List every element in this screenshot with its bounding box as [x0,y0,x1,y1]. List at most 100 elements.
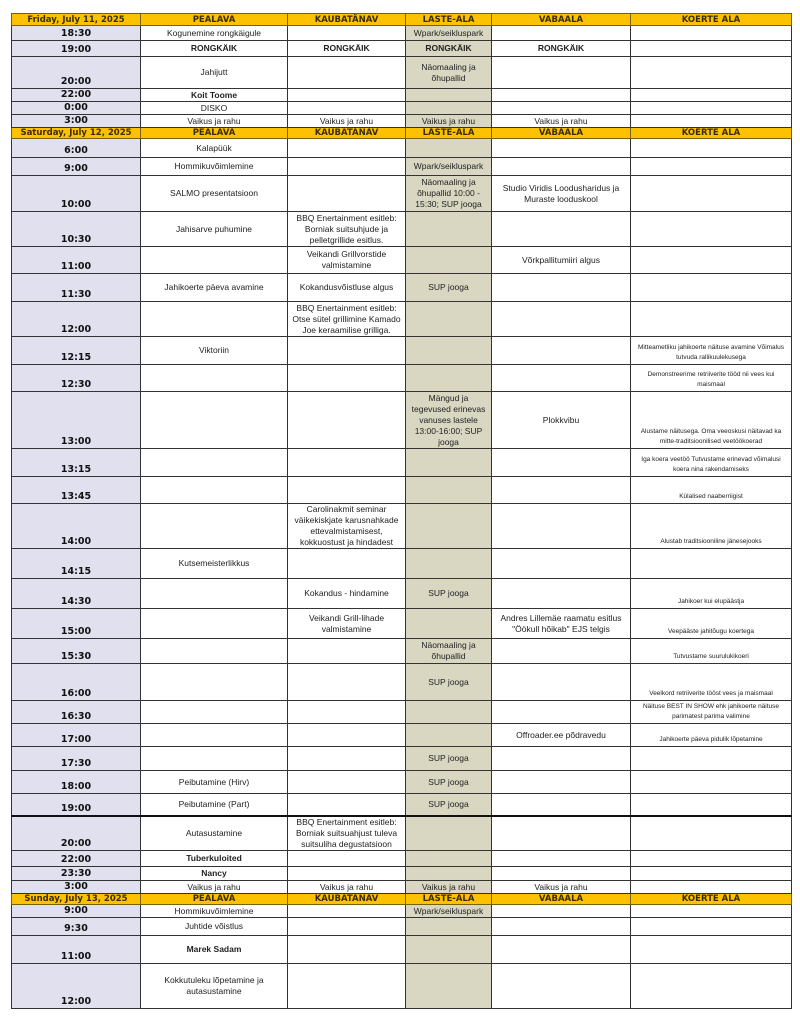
event-cell-koerte-ala [630,211,792,247]
event-cell-pealava [140,246,288,274]
event-cell-kaubat-nav [287,700,406,724]
event-cell-laste-ala: SUP jooga [405,578,492,609]
day-date: Sunday, July 13, 2025 [11,893,141,905]
event-cell-kaubat-nav [287,935,406,964]
event-cell-kaubat-nav: Vaikus ja rahu [287,880,406,894]
event-cell-vabaala [491,503,631,549]
time-cell: 11:30 [11,273,141,302]
time-cell: 9:00 [11,157,141,176]
event-cell-vabaala [491,814,631,851]
event-cell-vabaala [491,866,631,881]
event-cell-vabaala [491,578,631,609]
event-cell-vabaala [491,904,631,918]
column-header-kaubat-nav: KAUBATÄNAV [287,127,406,139]
time-cell: 16:30 [11,700,141,724]
time-cell: 17:30 [11,746,141,771]
event-cell-koerte-ala: Jahikoer kui elupäästja [630,578,792,609]
time-cell: 11:00 [11,935,141,964]
event-cell-koerte-ala [630,935,792,964]
event-cell-pealava [140,503,288,549]
column-header-laste-ala: LASTE-ALA [405,13,492,26]
schedule-row: 13:15 Iga koera veetöö Tutvustame erineva… [11,448,792,477]
event-cell-pealava: Hommikuvõimlemine [140,904,288,918]
event-cell-vabaala [491,476,631,504]
event-cell-koerte-ala [630,175,792,212]
event-cell-kaubat-nav [287,746,406,771]
event-cell-pealava: Jahikoerte päeva avamine [140,273,288,302]
day-header-row: Friday, July 11, 2025 PEALAVA KAUBATÄNAV LA… [11,13,792,26]
event-cell-vabaala [491,770,631,794]
schedule-row: 22:00 Koit Toome [11,88,792,102]
event-cell-vabaala: Vaikus ja rahu [491,880,631,894]
event-cell-koerte-ala [630,850,792,867]
event-cell-pealava: Viktoriin [140,336,288,365]
column-header-vabaala: VABAALA [491,127,631,139]
event-cell-kaubat-nav [287,866,406,881]
event-cell-vabaala [491,211,631,247]
event-cell-kaubat-nav [287,138,406,158]
event-cell-koerte-ala: Veelkord retriiverite tööst vees ja mais… [630,663,792,701]
event-cell-laste-ala: SUP jooga [405,770,492,794]
event-cell-koerte-ala: Näituse BEST IN SHOW ehk jahikoerte näit… [630,700,792,724]
event-cell-vabaala: RONGKÄIK [491,40,631,57]
day-header-row: Sunday, July 13, 2025 PEALAVA KAUBATÄNAV LA… [11,893,792,905]
event-cell-koerte-ala [630,157,792,176]
schedule-row: 3:00 Vaikus ja rahu Vaikus ja rahu Vaikus j… [11,114,792,128]
column-header-laste-ala: LASTE-ALA [405,127,492,139]
event-cell-kaubat-nav [287,336,406,365]
day-date: Saturday, July 12, 2025 [11,127,141,139]
time-cell: 12:30 [11,364,141,392]
event-cell-pealava: RONGKÄIK [140,40,288,57]
event-cell-koerte-ala [630,963,792,1009]
event-cell-koerte-ala [630,246,792,274]
event-cell-laste-ala [405,608,492,639]
column-header-koerte-ala: KOERTE ALA [630,127,792,139]
schedule-row: 19:00 RONGKÄIK RONGKÄIK RONGKÄIK RONGKÄIK [11,40,792,57]
event-cell-koerte-ala [630,301,792,337]
event-cell-vabaala [491,963,631,1009]
event-cell-pealava: Peibutamine (Part) [140,793,288,816]
event-cell-kaubat-nav: Veikandi Grill-lihade valmistamine [287,608,406,639]
event-cell-laste-ala: Wpark/seikluspark [405,157,492,176]
event-cell-pealava: Vaikus ja rahu [140,114,288,128]
time-cell: 15:30 [11,638,141,664]
event-cell-laste-ala [405,814,492,851]
event-cell-kaubat-nav [287,88,406,102]
event-cell-pealava: Hommikuvõimlemine [140,157,288,176]
day-date: Friday, July 11, 2025 [11,13,141,26]
column-header-koerte-ala: KOERTE ALA [630,893,792,905]
event-cell-koerte-ala [630,793,792,816]
event-cell-laste-ala [405,700,492,724]
event-cell-vabaala: Studio Viridis Loodusharidus ja Muraste … [491,175,631,212]
event-cell-kaubat-nav [287,56,406,89]
event-cell-pealava [140,663,288,701]
event-cell-pealava [140,746,288,771]
event-cell-vabaala [491,850,631,867]
schedule-row: 10:00 SALMO presentatsioon Näomaaling ja õ… [11,175,792,212]
event-cell-vabaala [491,157,631,176]
schedule-row: 12:30 Demonstreerime retriiverite tööd ni… [11,364,792,392]
event-cell-laste-ala: SUP jooga [405,273,492,302]
event-cell-koerte-ala [630,770,792,794]
event-cell-kaubat-nav: Carolinakmit seminar väikekiskjate karus… [287,503,406,549]
time-cell: 3:00 [11,114,141,128]
event-cell-laste-ala [405,476,492,504]
event-cell-koerte-ala: Mitteametliku jahikoerte näituse avamine… [630,336,792,365]
event-cell-vabaala [491,138,631,158]
event-cell-koerte-ala: Tutvustame suurulukikoeri [630,638,792,664]
time-cell: 16:00 [11,663,141,701]
schedule-row: 16:00 SUP jooga Veelkord retriiverite töös… [11,663,792,701]
event-cell-pealava: Peibutamine (Hirv) [140,770,288,794]
event-cell-kaubat-nav: Vaikus ja rahu [287,114,406,128]
schedule-row: 9:00 Hommikuvõimlemine Wpark/seikluspark [11,904,792,918]
event-cell-koerte-ala [630,88,792,102]
event-cell-pealava: Juhtide võistlus [140,917,288,936]
column-header-pealava: PEALAVA [140,893,288,905]
event-cell-laste-ala [405,211,492,247]
time-cell: 22:00 [11,88,141,102]
event-cell-pealava: Kokkutuleku lõpetamine ja autasustamine [140,963,288,1009]
event-cell-pealava: SALMO presentatsioon [140,175,288,212]
event-cell-vabaala [491,917,631,936]
schedule-row: 15:00 Veikandi Grill-lihade valmistamine A… [11,608,792,639]
event-cell-kaubat-nav [287,364,406,392]
